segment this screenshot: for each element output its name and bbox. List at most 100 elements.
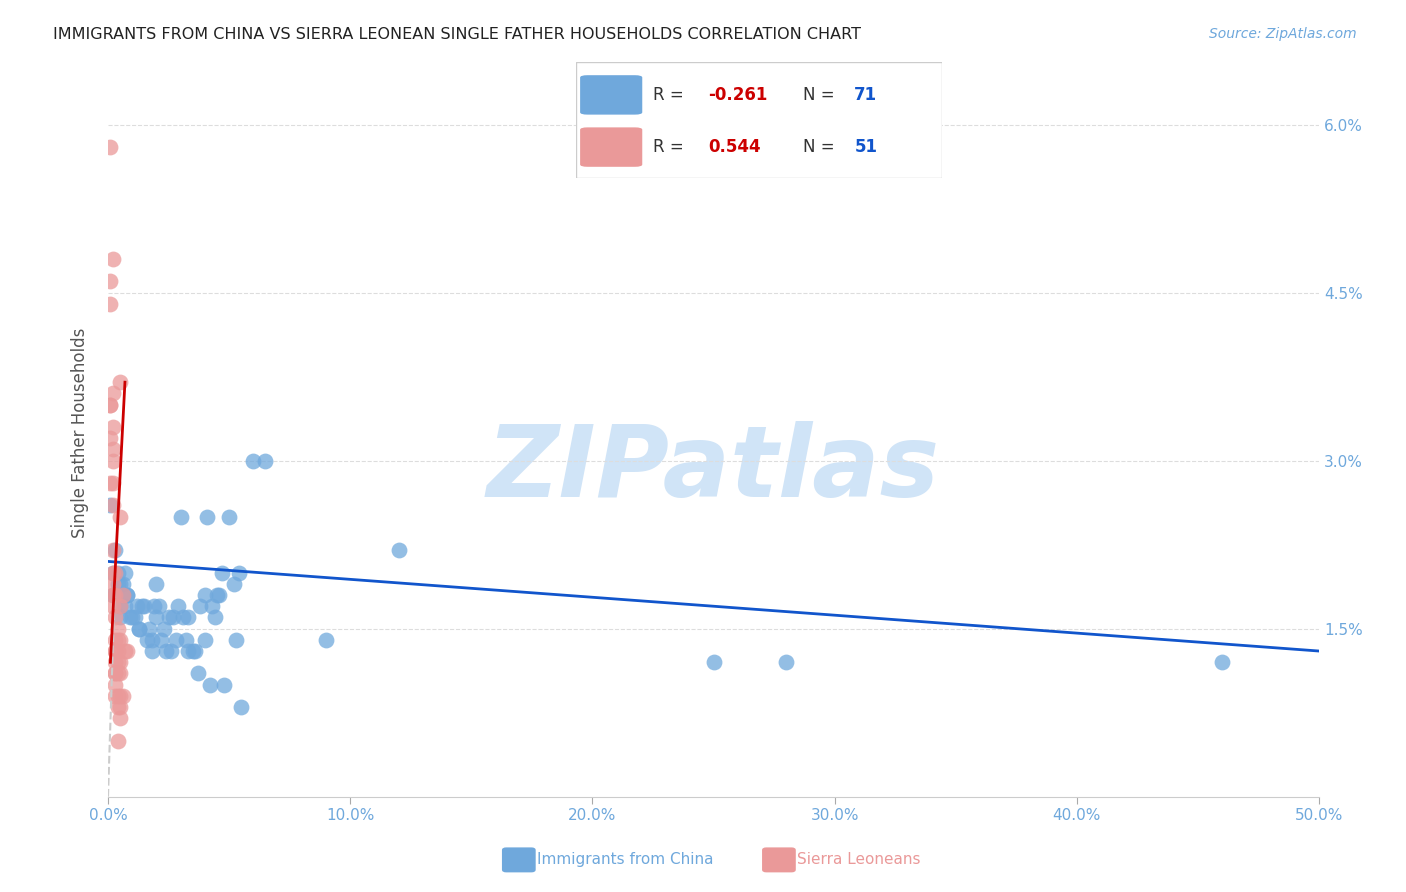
Point bbox=[107, 655, 129, 669]
Point bbox=[101, 588, 124, 602]
Point bbox=[167, 599, 190, 614]
Text: R =: R = bbox=[654, 138, 689, 156]
Point bbox=[160, 644, 183, 658]
Text: ZIPatlas: ZIPatlas bbox=[486, 420, 941, 517]
Point bbox=[108, 509, 131, 524]
Point bbox=[104, 655, 127, 669]
Point bbox=[1211, 655, 1233, 669]
Point bbox=[107, 666, 129, 681]
Point bbox=[107, 577, 129, 591]
Point bbox=[100, 475, 122, 490]
Point bbox=[169, 509, 191, 524]
Point bbox=[228, 566, 250, 580]
Point bbox=[254, 453, 277, 467]
Text: Sierra Leoneans: Sierra Leoneans bbox=[797, 853, 921, 867]
Point bbox=[194, 588, 217, 602]
Point bbox=[107, 733, 129, 747]
Point bbox=[214, 678, 236, 692]
Point bbox=[177, 644, 200, 658]
Point bbox=[100, 499, 122, 513]
Point bbox=[315, 632, 337, 647]
Text: Source: ZipAtlas.com: Source: ZipAtlas.com bbox=[1209, 27, 1357, 41]
Point bbox=[111, 689, 134, 703]
Point bbox=[165, 632, 187, 647]
Point bbox=[117, 644, 139, 658]
Point bbox=[174, 632, 197, 647]
Text: IMMIGRANTS FROM CHINA VS SIERRA LEONEAN SINGLE FATHER HOUSEHOLDS CORRELATION CHA: IMMIGRANTS FROM CHINA VS SIERRA LEONEAN … bbox=[53, 27, 862, 42]
Point bbox=[100, 398, 122, 412]
Point bbox=[194, 632, 217, 647]
Point bbox=[177, 610, 200, 624]
Point bbox=[775, 655, 797, 669]
Point bbox=[118, 610, 141, 624]
Point bbox=[124, 610, 146, 624]
Point bbox=[198, 678, 221, 692]
Point bbox=[104, 644, 127, 658]
Point bbox=[187, 666, 209, 681]
Point bbox=[208, 588, 231, 602]
Point bbox=[128, 622, 150, 636]
Point bbox=[100, 274, 122, 288]
Point bbox=[107, 689, 129, 703]
Point bbox=[108, 711, 131, 725]
Y-axis label: Single Father Households: Single Father Households bbox=[72, 327, 89, 538]
Point bbox=[108, 700, 131, 714]
Point bbox=[101, 588, 124, 602]
Point bbox=[107, 700, 129, 714]
FancyBboxPatch shape bbox=[581, 75, 643, 114]
Text: 51: 51 bbox=[855, 138, 877, 156]
Point bbox=[100, 431, 122, 445]
Point bbox=[145, 610, 167, 624]
Point bbox=[128, 622, 150, 636]
Point bbox=[148, 599, 170, 614]
Point bbox=[204, 610, 226, 624]
Text: N =: N = bbox=[803, 138, 839, 156]
Point bbox=[104, 666, 127, 681]
Point bbox=[211, 566, 233, 580]
Point bbox=[162, 610, 184, 624]
Point bbox=[117, 588, 139, 602]
Point bbox=[157, 610, 180, 624]
Point bbox=[104, 610, 127, 624]
Point bbox=[143, 599, 166, 614]
Point bbox=[107, 632, 129, 647]
Point bbox=[104, 588, 127, 602]
Text: 71: 71 bbox=[855, 86, 877, 103]
Point bbox=[108, 689, 131, 703]
Point bbox=[101, 566, 124, 580]
Point bbox=[195, 509, 218, 524]
Point bbox=[108, 655, 131, 669]
Point bbox=[104, 632, 127, 647]
Point bbox=[104, 644, 127, 658]
Point bbox=[101, 475, 124, 490]
Point bbox=[114, 644, 136, 658]
Point bbox=[184, 644, 207, 658]
Point bbox=[104, 666, 127, 681]
Point bbox=[181, 644, 204, 658]
Point bbox=[108, 666, 131, 681]
Point bbox=[188, 599, 211, 614]
Point bbox=[131, 599, 153, 614]
Point bbox=[121, 610, 143, 624]
Point bbox=[138, 622, 160, 636]
Point bbox=[134, 599, 156, 614]
Point bbox=[125, 599, 148, 614]
Point bbox=[101, 453, 124, 467]
Point bbox=[231, 700, 253, 714]
Point bbox=[108, 632, 131, 647]
Point bbox=[218, 509, 240, 524]
Point bbox=[104, 678, 127, 692]
Point bbox=[108, 599, 131, 614]
Text: R =: R = bbox=[654, 86, 689, 103]
Point bbox=[101, 566, 124, 580]
FancyBboxPatch shape bbox=[581, 128, 643, 167]
Point bbox=[201, 599, 224, 614]
Point bbox=[225, 632, 247, 647]
Point bbox=[107, 644, 129, 658]
Point bbox=[703, 655, 725, 669]
Text: -0.261: -0.261 bbox=[709, 86, 768, 103]
Point bbox=[135, 632, 157, 647]
Point bbox=[388, 543, 411, 558]
Point bbox=[141, 644, 163, 658]
Text: N =: N = bbox=[803, 86, 839, 103]
